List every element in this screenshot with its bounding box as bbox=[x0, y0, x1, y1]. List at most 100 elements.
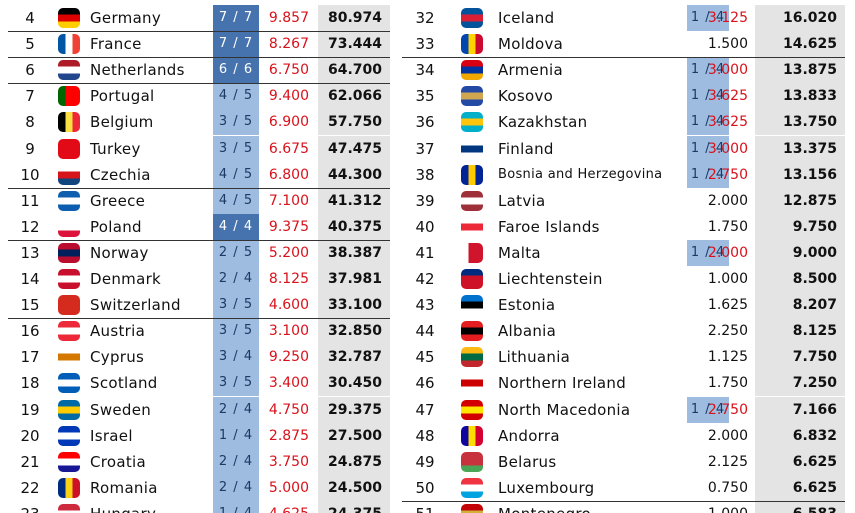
season-points: 9.250 bbox=[268, 349, 309, 366]
teams-remaining: 1 / 4 bbox=[687, 161, 729, 188]
flag bbox=[461, 86, 483, 107]
rank: 37 bbox=[415, 139, 435, 158]
total-coefficient: 80.974 bbox=[318, 5, 390, 31]
group-separator bbox=[8, 83, 390, 85]
rank: 44 bbox=[415, 322, 435, 341]
ranking-row: 20 Israel 1 / 4 2.875 27.500 bbox=[0, 422, 855, 449]
country-name: Czechia bbox=[90, 165, 151, 184]
rank: 42 bbox=[415, 270, 435, 288]
season-points: 3.750 bbox=[268, 453, 309, 470]
flag bbox=[58, 60, 80, 81]
ranking-row: 44 Albania 2.250 8.125 bbox=[0, 318, 855, 345]
teams-remaining: 2 / 4 bbox=[213, 474, 259, 501]
flag bbox=[58, 138, 80, 159]
rank: 6 bbox=[25, 61, 35, 80]
season-points: 2.750 bbox=[707, 166, 748, 183]
season-points: 9.375 bbox=[268, 218, 309, 235]
flag bbox=[58, 503, 80, 513]
rank: 48 bbox=[415, 426, 435, 445]
country-name: Kazakhstan bbox=[498, 113, 588, 132]
rank: 50 bbox=[415, 478, 435, 497]
total-coefficient: 57.750 bbox=[318, 109, 390, 136]
ranking-row: 10 Czechia 4 / 5 6.800 44.300 bbox=[0, 161, 855, 188]
total-coefficient: 9.750 bbox=[755, 213, 845, 240]
rank: 33 bbox=[415, 35, 435, 54]
rank: 35 bbox=[415, 87, 435, 106]
flag bbox=[461, 8, 483, 28]
total-coefficient: 38.387 bbox=[318, 239, 390, 266]
rank: 46 bbox=[415, 374, 435, 393]
ranking-row: 37 Finland 1 / 4 3.000 13.375 bbox=[0, 135, 855, 162]
ranking-row: 21 Croatia 2 / 4 3.750 24.875 bbox=[0, 448, 855, 475]
flag bbox=[58, 86, 80, 107]
total-coefficient: 40.375 bbox=[318, 213, 390, 240]
rank: 49 bbox=[415, 452, 435, 471]
flag bbox=[461, 216, 483, 237]
country-name: North Macedonia bbox=[498, 400, 631, 419]
country-name: Bosnia and Herzegovina bbox=[498, 166, 663, 182]
total-coefficient: 33.100 bbox=[318, 292, 390, 319]
country-name: France bbox=[90, 35, 142, 54]
teams-remaining: 4 / 4 bbox=[213, 213, 259, 240]
country-name: Austria bbox=[90, 322, 146, 341]
ranking-row: 23 Hungary 1 / 4 4.625 24.375 bbox=[0, 500, 855, 513]
total-coefficient: 6.583 bbox=[755, 500, 845, 513]
country-name: Turkey bbox=[90, 139, 141, 158]
country-name: Israel bbox=[90, 426, 133, 445]
ranking-row: 32 Iceland 1 / 4 3.125 16.020 bbox=[0, 5, 855, 31]
teams-remaining: 4 / 5 bbox=[213, 161, 259, 188]
group-separator bbox=[8, 318, 390, 320]
flag bbox=[461, 112, 483, 133]
rank: 17 bbox=[20, 348, 40, 367]
country-name: Norway bbox=[90, 243, 149, 262]
country-name: Greece bbox=[90, 191, 146, 210]
flag bbox=[58, 216, 80, 237]
country-name: Malta bbox=[498, 243, 541, 262]
country-name: Iceland bbox=[498, 9, 555, 27]
flag bbox=[461, 503, 483, 513]
rank: 39 bbox=[415, 191, 435, 210]
total-coefficient: 9.000 bbox=[755, 239, 845, 266]
flag bbox=[461, 190, 483, 211]
flag bbox=[58, 451, 80, 472]
ranking-row: 9 Turkey 3 / 5 6.675 47.475 bbox=[0, 135, 855, 162]
total-coefficient: 6.625 bbox=[755, 474, 845, 501]
ranking-row: 48 Andorra 2.000 6.832 bbox=[0, 422, 855, 449]
total-coefficient: 37.981 bbox=[318, 266, 390, 292]
rank: 34 bbox=[415, 61, 435, 80]
flag bbox=[58, 8, 80, 28]
season-points: 2.000 bbox=[707, 244, 748, 261]
teams-remaining: 1 / 4 bbox=[687, 57, 729, 84]
country-name: Poland bbox=[90, 217, 142, 236]
rank: 7 bbox=[25, 87, 35, 106]
season-points: 8.125 bbox=[268, 271, 309, 287]
flag bbox=[58, 164, 80, 185]
season-points: 1.750 bbox=[707, 218, 748, 235]
country-name: Finland bbox=[498, 139, 554, 158]
flag bbox=[58, 477, 80, 498]
flag bbox=[461, 164, 483, 185]
total-coefficient: 6.832 bbox=[755, 422, 845, 449]
total-coefficient: 7.250 bbox=[755, 370, 845, 397]
ranking-row: 50 Luxembourg 0.750 6.625 bbox=[0, 474, 855, 501]
ranking-row: 51 Montenegro 1.000 6.583 bbox=[0, 500, 855, 513]
country-name: Germany bbox=[90, 9, 162, 27]
season-points: 2.000 bbox=[707, 192, 748, 209]
rank: 11 bbox=[20, 191, 40, 210]
total-coefficient: 6.625 bbox=[755, 448, 845, 475]
flag bbox=[58, 321, 80, 342]
season-points: 2.250 bbox=[707, 323, 748, 340]
rank: 14 bbox=[20, 270, 40, 288]
group-separator bbox=[8, 239, 390, 241]
season-points: 6.675 bbox=[268, 140, 309, 157]
season-points: 1.500 bbox=[707, 36, 748, 53]
rank: 41 bbox=[415, 243, 435, 262]
ranking-row: 6 Netherlands 6 / 6 6.750 64.700 bbox=[0, 57, 855, 84]
country-name: Cyprus bbox=[90, 348, 145, 367]
season-points: 1.000 bbox=[690, 501, 748, 513]
flag bbox=[461, 295, 483, 316]
rank: 4 bbox=[25, 9, 35, 27]
country-name: Sweden bbox=[90, 400, 152, 419]
teams-remaining: 4 / 5 bbox=[213, 187, 259, 214]
